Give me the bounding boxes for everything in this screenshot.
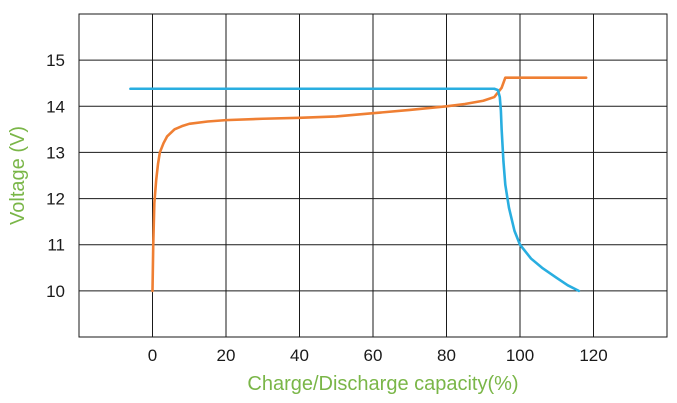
x-tick-label-120: 120	[579, 346, 607, 365]
plot-frame	[78, 13, 668, 338]
x-tick-label-60: 60	[364, 346, 383, 365]
y-axis-title: Voltage (V)	[7, 126, 29, 225]
grid	[79, 14, 667, 337]
y-tick-label-13: 13	[46, 143, 65, 162]
series-group	[129, 76, 588, 293]
y-tick-label-10: 10	[46, 282, 65, 301]
tick-labels: 0 20 40 60 80 100 120 10 11 12 13 14 15	[46, 51, 608, 365]
y-tick-label-15: 15	[46, 51, 65, 70]
x-tick-label-100: 100	[506, 346, 534, 365]
y-tick-label-14: 14	[46, 97, 65, 116]
x-tick-label-0: 0	[148, 346, 157, 365]
x-axis-title: Charge/Discharge capacity(%)	[247, 373, 518, 395]
y-tick-label-11: 11	[47, 236, 65, 255]
y-tick-label-12: 12	[46, 190, 65, 209]
x-tick-label-20: 20	[217, 346, 236, 365]
x-tick-label-80: 80	[437, 346, 456, 365]
x-tick-label-40: 40	[290, 346, 309, 365]
series-line-1	[151, 76, 588, 293]
series-line-2	[129, 87, 581, 293]
